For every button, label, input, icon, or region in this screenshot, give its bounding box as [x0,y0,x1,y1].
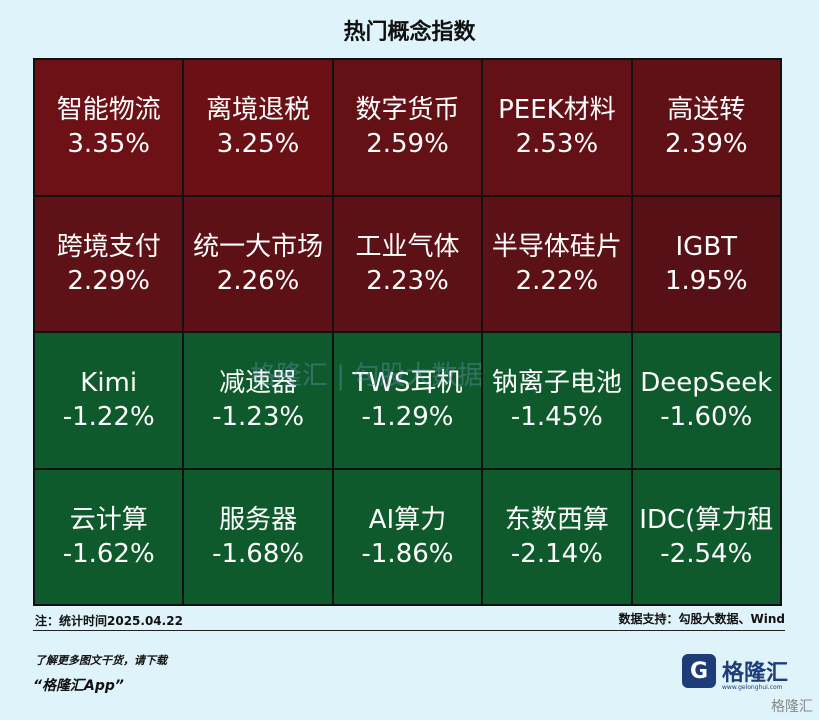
tile-name: IGBT [675,231,738,262]
heatmap-tile: Kimi -1.22% [35,333,183,468]
tile-name: 统一大市场 [193,231,324,262]
heatmap-tile: 跨境支付 2.29% [35,196,183,331]
logo-text: 格隆汇 [722,661,789,686]
heatmap-tile: PEEK材料 2.53% [483,60,631,195]
tile-value: -1.68% [212,538,305,569]
gelonghui-logo: G 格隆汇 www.gelonghui.com [682,651,790,691]
heatmap-tile: IGBT 1.95% [632,196,780,331]
heatmap-tile: 数字货币 2.59% [333,60,482,195]
tile-name: TWS耳机 [352,368,463,399]
tile-name: 减速器 [219,368,298,399]
tile-value: -1.60% [660,402,753,433]
tile-name: 离境退税 [206,95,311,126]
tile-value: 2.53% [515,129,599,160]
time-note: 注：统计时间2025.04.22 [35,614,183,628]
tile-name: 高送转 [667,95,746,126]
heatmap-tile: 云计算 -1.62% [35,469,183,604]
tile-value: 3.25% [216,129,300,160]
tile-value: -2.54% [660,538,753,569]
heatmap-tile: 离境退税 3.25% [184,60,332,195]
heatmap-tile: 统一大市场 2.26% [184,196,332,331]
tile-name: PEEK材料 [498,95,616,126]
heatmap-tile: 东数西算 -2.14% [483,469,631,604]
tile-value: 3.35% [67,129,150,160]
tile-name: 东数西算 [504,504,609,535]
heatmap-tile: 智能物流 3.35% [35,60,183,195]
tile-value: 2.29% [67,265,150,296]
tile-value: 2.26% [216,265,300,296]
heatmap-grid: 智能物流 3.35% 离境退税 3.25% 数字货币 2.59% PEEK材料 2.53% 高送… [33,58,782,606]
tile-name: 云计算 [69,504,148,535]
tile-value: -2.14% [510,538,603,569]
tile-name: 钠离子电池 [491,368,622,399]
tile-value: -1.29% [361,402,454,433]
tile-name: 工业气体 [355,231,460,262]
heatmap-tile: AI算力 -1.86% [333,469,482,604]
tile-value: -1.86% [361,538,454,569]
logo-site: www.gelonghui.com [722,684,783,691]
heatmap-tile: TWS耳机 -1.29% [333,333,482,468]
promo-line-1: 了解更多图文干货，请下载 [35,654,167,667]
tile-value: -1.45% [510,402,603,433]
heatmap-tile: IDC(算力租 -2.54% [632,469,780,604]
tile-name: 跨境支付 [56,231,161,262]
tile-value: -1.22% [62,402,155,433]
tile-name: DeepSeek [640,368,773,399]
tile-name: 数字货币 [355,95,460,126]
tile-name: IDC(算力租 [639,504,774,535]
chart-title: 热门概念指数 [343,20,476,45]
tile-value: -1.23% [212,402,305,433]
tile-value: 1.95% [664,265,748,296]
tile-name: 半导体硅片 [491,231,622,262]
heatmap-tile: 工业气体 2.23% [333,196,482,331]
heatmap-tile: 减速器 -1.23% [184,333,332,468]
tile-value: 2.23% [366,265,449,296]
tile-value: 2.59% [366,129,449,160]
tile-value: -1.62% [62,538,155,569]
tile-name: AI算力 [368,504,447,535]
heatmap-tile: 钠离子电池 -1.45% [483,333,631,468]
heatmap-tile: 高送转 2.39% [632,60,780,195]
heatmap-tile: DeepSeek -1.60% [632,333,780,468]
logo-g-icon: G [682,654,716,688]
corner-watermark: 格隆汇 [771,699,813,715]
heatmap-tile: 服务器 -1.68% [184,469,332,604]
data-source: 数据支持：勾股大数据、Wind [618,612,785,626]
divider [33,630,785,631]
tile-value: 2.22% [515,265,599,296]
tile-value: 2.39% [664,129,748,160]
tile-name: 服务器 [219,504,298,535]
tile-name: 智能物流 [56,95,161,126]
heatmap-tile: 半导体硅片 2.22% [483,196,631,331]
tile-name: Kimi [80,368,138,399]
promo-line-2: “格隆汇App” [33,678,124,694]
